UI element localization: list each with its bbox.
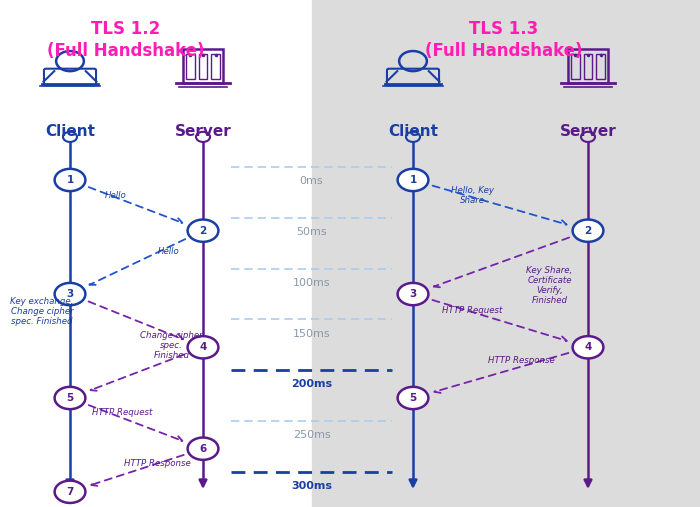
Text: 2: 2 bbox=[584, 226, 592, 236]
Circle shape bbox=[573, 220, 603, 242]
Text: HTTP Response: HTTP Response bbox=[488, 356, 555, 366]
Text: Key Share,
Certificate
Verify,
Finished: Key Share, Certificate Verify, Finished bbox=[526, 266, 573, 305]
Text: 200ms: 200ms bbox=[291, 379, 332, 389]
Text: TLS 1.3
(Full Handshake): TLS 1.3 (Full Handshake) bbox=[426, 20, 582, 60]
Text: 100ms: 100ms bbox=[293, 278, 330, 288]
Text: Hello, Key
Share: Hello, Key Share bbox=[451, 186, 494, 205]
Text: Hello: Hello bbox=[104, 191, 127, 200]
Circle shape bbox=[188, 220, 218, 242]
Text: Server: Server bbox=[174, 124, 232, 139]
Circle shape bbox=[188, 438, 218, 460]
Text: 6: 6 bbox=[199, 444, 206, 454]
Text: 50ms: 50ms bbox=[296, 227, 327, 237]
Circle shape bbox=[398, 169, 428, 191]
Text: 7: 7 bbox=[66, 487, 74, 497]
Circle shape bbox=[55, 283, 85, 305]
Text: 5: 5 bbox=[410, 393, 416, 403]
Text: 2: 2 bbox=[199, 226, 206, 236]
Text: 1: 1 bbox=[66, 175, 74, 185]
Text: 4: 4 bbox=[199, 342, 206, 352]
Bar bbox=[312, 0, 700, 507]
Text: Change cipher
spec.
Finished: Change cipher spec. Finished bbox=[140, 331, 203, 359]
Text: Hello: Hello bbox=[158, 247, 179, 257]
Text: HTTP Request: HTTP Request bbox=[442, 306, 503, 315]
Text: 5: 5 bbox=[66, 393, 74, 403]
Text: 4: 4 bbox=[584, 342, 592, 352]
Circle shape bbox=[188, 336, 218, 358]
Text: HTTP Request: HTTP Request bbox=[92, 408, 153, 417]
Text: 250ms: 250ms bbox=[293, 430, 330, 440]
Bar bbox=[0, 0, 312, 507]
Circle shape bbox=[55, 169, 85, 191]
Text: 1: 1 bbox=[410, 175, 416, 185]
Text: Client: Client bbox=[388, 124, 438, 139]
Text: 150ms: 150ms bbox=[293, 329, 330, 339]
Text: HTTP Response: HTTP Response bbox=[124, 459, 191, 468]
Text: 3: 3 bbox=[410, 289, 416, 299]
Circle shape bbox=[398, 283, 428, 305]
Text: 3: 3 bbox=[66, 289, 74, 299]
Text: TLS 1.2
(Full Handshake): TLS 1.2 (Full Handshake) bbox=[48, 20, 204, 60]
Text: 0ms: 0ms bbox=[300, 176, 323, 187]
Text: Server: Server bbox=[559, 124, 617, 139]
Circle shape bbox=[398, 387, 428, 409]
Text: Key exchange,
Change cipher
spec. Finished: Key exchange, Change cipher spec. Finish… bbox=[10, 297, 74, 325]
Circle shape bbox=[55, 481, 85, 503]
Text: 300ms: 300ms bbox=[291, 481, 332, 491]
Text: Client: Client bbox=[45, 124, 95, 139]
Circle shape bbox=[55, 387, 85, 409]
Circle shape bbox=[573, 336, 603, 358]
